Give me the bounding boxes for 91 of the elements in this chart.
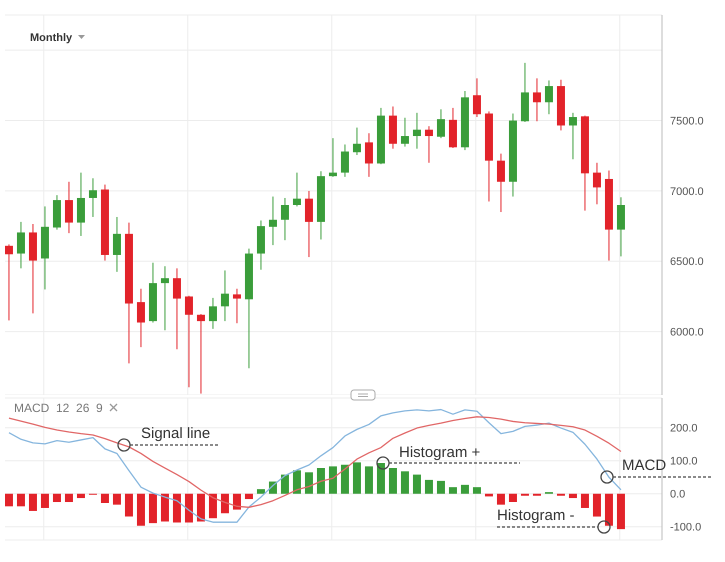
candlestick xyxy=(412,112,421,150)
candlestick xyxy=(496,153,505,213)
bar xyxy=(316,468,325,494)
annotation: Histogram - xyxy=(497,507,575,524)
chart-title: MACD 12 26 9 xyxy=(14,401,104,415)
bar xyxy=(304,472,313,494)
bar xyxy=(496,494,505,505)
candlestick xyxy=(292,172,301,207)
y-tick-label: 100.0 xyxy=(670,456,698,468)
candlestick xyxy=(436,108,445,139)
bar xyxy=(508,494,517,502)
text: Monthly xyxy=(30,32,74,44)
bar xyxy=(616,494,625,530)
bar xyxy=(568,494,577,498)
bar xyxy=(5,494,13,506)
candlestick xyxy=(352,127,361,156)
y-tick-label: 7000.0 xyxy=(670,186,704,198)
bar xyxy=(364,466,373,494)
candlestick xyxy=(268,196,277,246)
line-series xyxy=(8,416,622,508)
y-tick-label: -100.0 xyxy=(670,522,702,534)
bar xyxy=(40,494,49,508)
bar xyxy=(388,468,397,494)
bar xyxy=(460,484,469,494)
annotation: MACD xyxy=(622,457,666,474)
bar xyxy=(16,494,25,506)
candlestick xyxy=(328,138,337,178)
bar xyxy=(256,489,265,494)
candlestick xyxy=(220,270,229,322)
bar xyxy=(436,480,445,494)
candlestick xyxy=(160,266,169,331)
bar xyxy=(136,494,145,526)
y-tick-label: 7500.0 xyxy=(670,115,704,128)
bar xyxy=(340,464,349,494)
bar xyxy=(412,474,421,494)
candlestick xyxy=(5,244,13,321)
bar xyxy=(292,470,301,494)
bar xyxy=(472,487,481,494)
y-tick-label: 6000.0 xyxy=(670,326,704,339)
bar xyxy=(580,494,589,508)
bar xyxy=(184,494,193,522)
bar xyxy=(280,474,289,494)
candlestick xyxy=(64,181,73,234)
candlestick xyxy=(400,117,409,148)
bar xyxy=(148,494,157,524)
bar xyxy=(484,494,493,496)
bar xyxy=(376,463,385,494)
bar xyxy=(448,487,457,494)
bar xyxy=(196,494,205,522)
candlestick xyxy=(172,268,181,350)
candlestick xyxy=(16,221,25,269)
candlestick xyxy=(88,178,97,218)
annotation: Signal line xyxy=(141,425,210,442)
bar xyxy=(172,494,181,522)
bar xyxy=(424,480,433,494)
candlestick xyxy=(532,78,541,122)
candlestick xyxy=(592,162,601,205)
candlestick xyxy=(340,144,349,178)
candlestick xyxy=(208,297,217,330)
bar xyxy=(160,494,169,522)
candlestick xyxy=(280,197,289,241)
bar xyxy=(604,494,613,526)
candlestick xyxy=(196,314,205,394)
bar xyxy=(76,494,85,498)
bar xyxy=(244,494,253,500)
y-tick-label: 200.0 xyxy=(670,422,698,435)
bar xyxy=(64,494,73,502)
candlestick xyxy=(184,295,193,388)
candlestick xyxy=(568,112,577,160)
candlestick xyxy=(544,80,553,115)
bar xyxy=(112,494,121,505)
candlestick xyxy=(136,288,145,348)
bar xyxy=(100,494,109,504)
bar xyxy=(352,462,361,494)
bar xyxy=(52,494,61,502)
candlestick xyxy=(424,126,433,164)
bar xyxy=(592,494,601,517)
bar xyxy=(208,494,217,518)
bar xyxy=(124,494,133,517)
bar xyxy=(220,494,229,514)
candlestick xyxy=(112,216,121,272)
y-tick-label: 6500.0 xyxy=(670,256,704,268)
candlestick xyxy=(232,288,241,324)
bar xyxy=(28,494,37,511)
y-tick-label: 0.0 xyxy=(670,488,686,501)
bar xyxy=(328,466,337,494)
candlestick xyxy=(364,132,373,178)
annotation: Histogram + xyxy=(399,444,481,461)
candlestick xyxy=(304,190,313,258)
candlestick xyxy=(472,78,481,118)
bar xyxy=(400,471,409,494)
